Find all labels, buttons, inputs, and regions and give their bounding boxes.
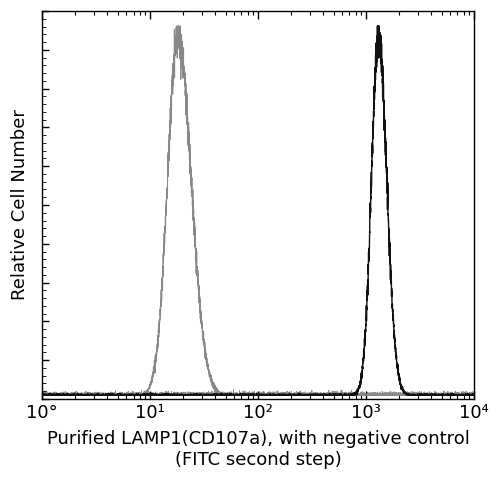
X-axis label: Purified LAMP1(CD107a), with negative control
(FITC second step): Purified LAMP1(CD107a), with negative co… bbox=[46, 430, 470, 469]
Y-axis label: Relative Cell Number: Relative Cell Number bbox=[11, 109, 29, 300]
